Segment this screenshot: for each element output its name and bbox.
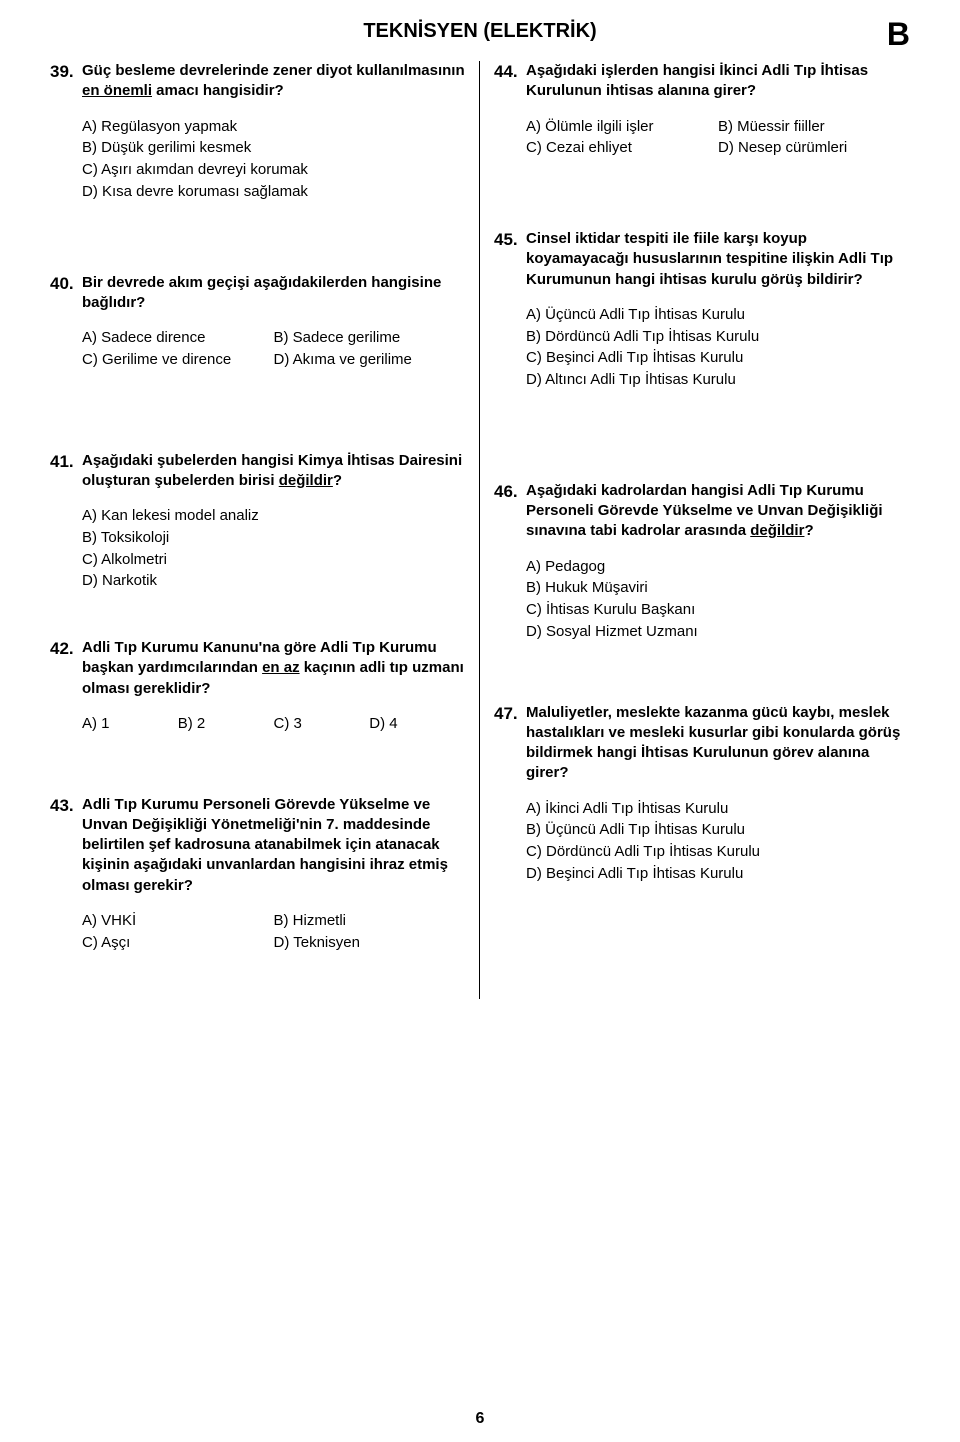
option-a: A) 1 <box>82 713 178 735</box>
option-d: D) 4 <box>369 713 465 735</box>
options-list: A) Ölümle ilgili işler B) Müessir fiille… <box>494 116 910 160</box>
question-number: 45. <box>494 229 526 290</box>
option-a: A) Ölümle ilgili işler <box>526 116 718 138</box>
options-list: A) Sadece dirence B) Sadece gerilime C) … <box>50 327 465 371</box>
right-column: 44. Aşağıdaki işlerden hangisi İkinci Ad… <box>480 61 910 999</box>
option-b: B) Üçüncü Adli Tıp İhtisas Kurulu <box>526 819 910 841</box>
option-d: D) Altıncı Adli Tıp İhtisas Kurulu <box>526 369 910 391</box>
option-a: A) Sadece dirence <box>82 327 274 349</box>
option-b: B) Hizmetli <box>274 910 466 932</box>
page-header: TEKNİSYEN (ELEKTRİK) B <box>50 20 910 43</box>
question-text-part: Aşağıdaki kadrolardan hangisi Adli Tıp K… <box>526 482 883 540</box>
question-text-part: Aşağıdaki şubelerden hangisi Kimya İhtis… <box>82 452 462 489</box>
options-list: A) İkinci Adli Tıp İhtisas Kurulu B) Üçü… <box>494 798 910 885</box>
question-44: 44. Aşağıdaki işlerden hangisi İkinci Ad… <box>494 61 910 159</box>
question-text: Cinsel iktidar tespiti ile fiile karşı k… <box>526 229 910 290</box>
question-text-underline: değildir <box>750 522 804 539</box>
question-text: Güç besleme devrelerinde zener diyot kul… <box>82 61 465 102</box>
option-c: C) Aşçı <box>82 932 274 954</box>
options-list: A) 1 B) 2 C) 3 D) 4 <box>50 713 465 735</box>
question-number: 41. <box>50 451 82 492</box>
option-d: D) Kısa devre koruması sağlamak <box>82 181 465 203</box>
options-list: A) Kan lekesi model analiz B) Toksikoloj… <box>50 505 465 592</box>
option-c: C) Beşinci Adli Tıp İhtisas Kurulu <box>526 347 910 369</box>
option-b: B) Müessir fiiller <box>718 116 910 138</box>
question-text: Adli Tıp Kurumu Kanunu'na göre Adli Tıp … <box>82 638 465 699</box>
option-a: A) Kan lekesi model analiz <box>82 505 465 527</box>
question-number: 44. <box>494 61 526 102</box>
option-c: C) Gerilime ve dirence <box>82 349 274 371</box>
option-c: C) Cezai ehliyet <box>526 137 718 159</box>
exam-title: TEKNİSYEN (ELEKTRİK) <box>363 20 596 43</box>
question-text-part: ? <box>333 472 342 489</box>
option-c: C) Alkolmetri <box>82 549 465 571</box>
option-d: D) Sosyal Hizmet Uzmanı <box>526 621 910 643</box>
option-a: A) VHKİ <box>82 910 274 932</box>
option-b: B) 2 <box>178 713 274 735</box>
exam-page: TEKNİSYEN (ELEKTRİK) B 39. Güç besleme d… <box>0 0 960 1442</box>
options-list: A) VHKİ B) Hizmetli C) Aşçı D) Teknisyen <box>50 910 465 954</box>
option-c: C) Aşırı akımdan devreyi korumak <box>82 159 465 181</box>
question-text-underline: en önemli <box>82 82 152 99</box>
question-number: 43. <box>50 795 82 896</box>
booklet-code: B <box>887 16 910 53</box>
option-a: A) Üçüncü Adli Tıp İhtisas Kurulu <box>526 304 910 326</box>
option-b: B) Sadece gerilime <box>274 327 466 349</box>
option-a: A) Pedagog <box>526 556 910 578</box>
options-list: A) Pedagog B) Hukuk Müşaviri C) İhtisas … <box>494 556 910 643</box>
option-d: D) Beşinci Adli Tıp İhtisas Kurulu <box>526 863 910 885</box>
option-b: B) Toksikoloji <box>82 527 465 549</box>
question-41: 41. Aşağıdaki şubelerden hangisi Kimya İ… <box>50 451 465 593</box>
question-text: Adli Tıp Kurumu Personeli Görevde Yüksel… <box>82 795 465 896</box>
option-b: B) Dördüncü Adli Tıp İhtisas Kurulu <box>526 326 910 348</box>
option-c: C) İhtisas Kurulu Başkanı <box>526 599 910 621</box>
question-number: 40. <box>50 273 82 314</box>
option-b: B) Hukuk Müşaviri <box>526 577 910 599</box>
left-column: 39. Güç besleme devrelerinde zener diyot… <box>50 61 480 999</box>
option-c: C) 3 <box>274 713 370 735</box>
question-text-part: amacı hangisidir? <box>152 82 284 99</box>
question-text-part: Güç besleme devrelerinde zener diyot kul… <box>82 62 465 79</box>
option-d: D) Teknisyen <box>274 932 466 954</box>
question-46: 46. Aşağıdaki kadrolardan hangisi Adli T… <box>494 481 910 643</box>
question-text-underline: en az <box>262 659 300 676</box>
question-number: 42. <box>50 638 82 699</box>
question-text: Maluliyetler, meslekte kazanma gücü kayb… <box>526 703 910 784</box>
column-container: 39. Güç besleme devrelerinde zener diyot… <box>50 61 910 999</box>
options-list: A) Üçüncü Adli Tıp İhtisas Kurulu B) Dör… <box>494 304 910 391</box>
option-c: C) Dördüncü Adli Tıp İhtisas Kurulu <box>526 841 910 863</box>
question-text: Aşağıdaki şubelerden hangisi Kimya İhtis… <box>82 451 465 492</box>
question-text: Aşağıdaki kadrolardan hangisi Adli Tıp K… <box>526 481 910 542</box>
option-a: A) Regülasyon yapmak <box>82 116 465 138</box>
question-number: 47. <box>494 703 526 784</box>
question-text-part: ? <box>804 522 813 539</box>
question-43: 43. Adli Tıp Kurumu Personeli Görevde Yü… <box>50 795 465 954</box>
question-text-underline: değildir <box>279 472 333 489</box>
question-39: 39. Güç besleme devrelerinde zener diyot… <box>50 61 465 203</box>
question-40: 40. Bir devrede akım geçişi aşağıdakiler… <box>50 273 465 371</box>
question-47: 47. Maluliyetler, meslekte kazanma gücü … <box>494 703 910 885</box>
question-number: 39. <box>50 61 82 102</box>
option-a: A) İkinci Adli Tıp İhtisas Kurulu <box>526 798 910 820</box>
option-d: D) Nesep cürümleri <box>718 137 910 159</box>
question-number: 46. <box>494 481 526 542</box>
question-45: 45. Cinsel iktidar tespiti ile fiile kar… <box>494 229 910 391</box>
option-d: D) Akıma ve gerilime <box>274 349 466 371</box>
options-list: A) Regülasyon yapmak B) Düşük gerilimi k… <box>50 116 465 203</box>
question-text: Aşağıdaki işlerden hangisi İkinci Adli T… <box>526 61 910 102</box>
page-number: 6 <box>0 1410 960 1428</box>
option-d: D) Narkotik <box>82 570 465 592</box>
question-42: 42. Adli Tıp Kurumu Kanunu'na göre Adli … <box>50 638 465 735</box>
option-b: B) Düşük gerilimi kesmek <box>82 137 465 159</box>
question-text: Bir devrede akım geçişi aşağıdakilerden … <box>82 273 465 314</box>
